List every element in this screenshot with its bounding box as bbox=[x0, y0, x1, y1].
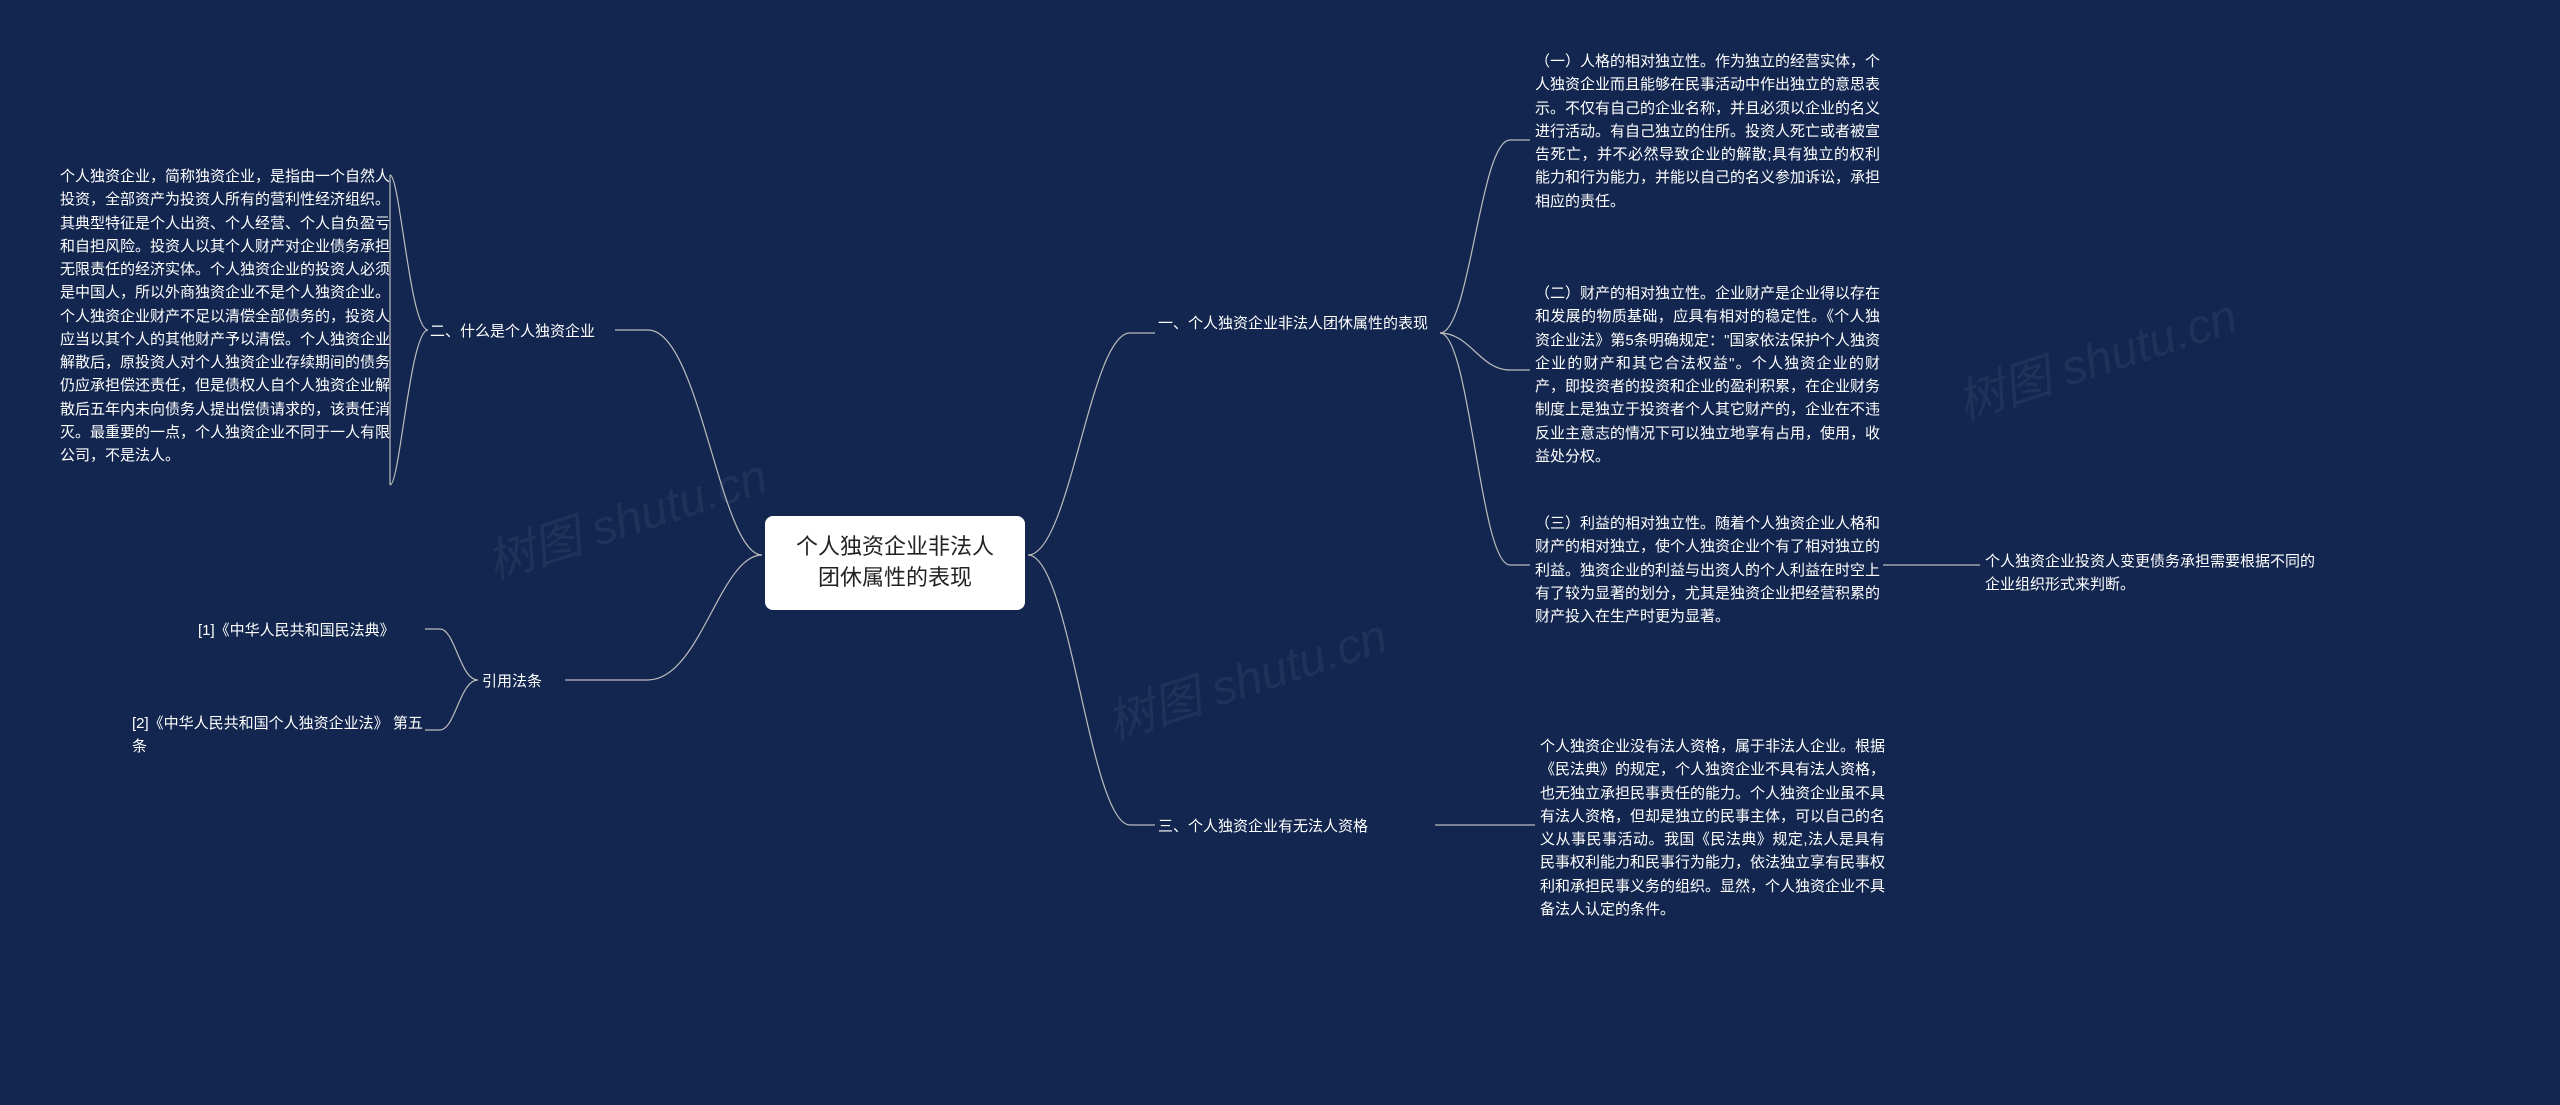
branch-1-item-3: （三）利益的相对独立性。随着个人独资企业人格和财产的相对独立，使个人独资企业个有… bbox=[1535, 512, 1880, 628]
watermark: 树图 shutu.cn bbox=[1096, 597, 1394, 753]
center-topic: 个人独资企业非法人团休属性的表现 bbox=[765, 516, 1025, 610]
branch-1-item-3-child: 个人独资企业投资人变更债务承担需要根据不同的企业组织形式来判断。 bbox=[1985, 550, 2315, 597]
branch-3-label: 三、个人独资企业有无法人资格 bbox=[1158, 815, 1433, 838]
branch-2-label: 二、什么是个人独资企业 bbox=[430, 320, 615, 343]
ref-item-1: [1]《中华人民共和国民法典》 bbox=[198, 619, 428, 642]
branch-1-label: 一、个人独资企业非法人团休属性的表现 bbox=[1158, 312, 1438, 335]
branch-3-detail: 个人独资企业没有法人资格，属于非法人企业。根据《民法典》的规定，个人独资企业不具… bbox=[1540, 735, 1885, 921]
branch-ref-label: 引用法条 bbox=[482, 670, 562, 693]
watermark: 树图 shutu.cn bbox=[1946, 277, 2244, 433]
ref-item-2: [2]《中华人民共和国个人独资企业法》 第五条 bbox=[132, 712, 428, 759]
branch-1-item-1: （一）人格的相对独立性。作为独立的经营实体，个人独资企业而且能够在民事活动中作出… bbox=[1535, 50, 1880, 213]
branch-1-item-2: （二）财产的相对独立性。企业财产是企业得以存在和发展的物质基础，应具有相对的稳定… bbox=[1535, 282, 1880, 468]
watermark: 树图 shutu.cn bbox=[476, 437, 774, 593]
branch-2-detail: 个人独资企业，简称独资企业，是指由一个自然人投资，全部资产为投资人所有的营利性经… bbox=[60, 165, 390, 467]
